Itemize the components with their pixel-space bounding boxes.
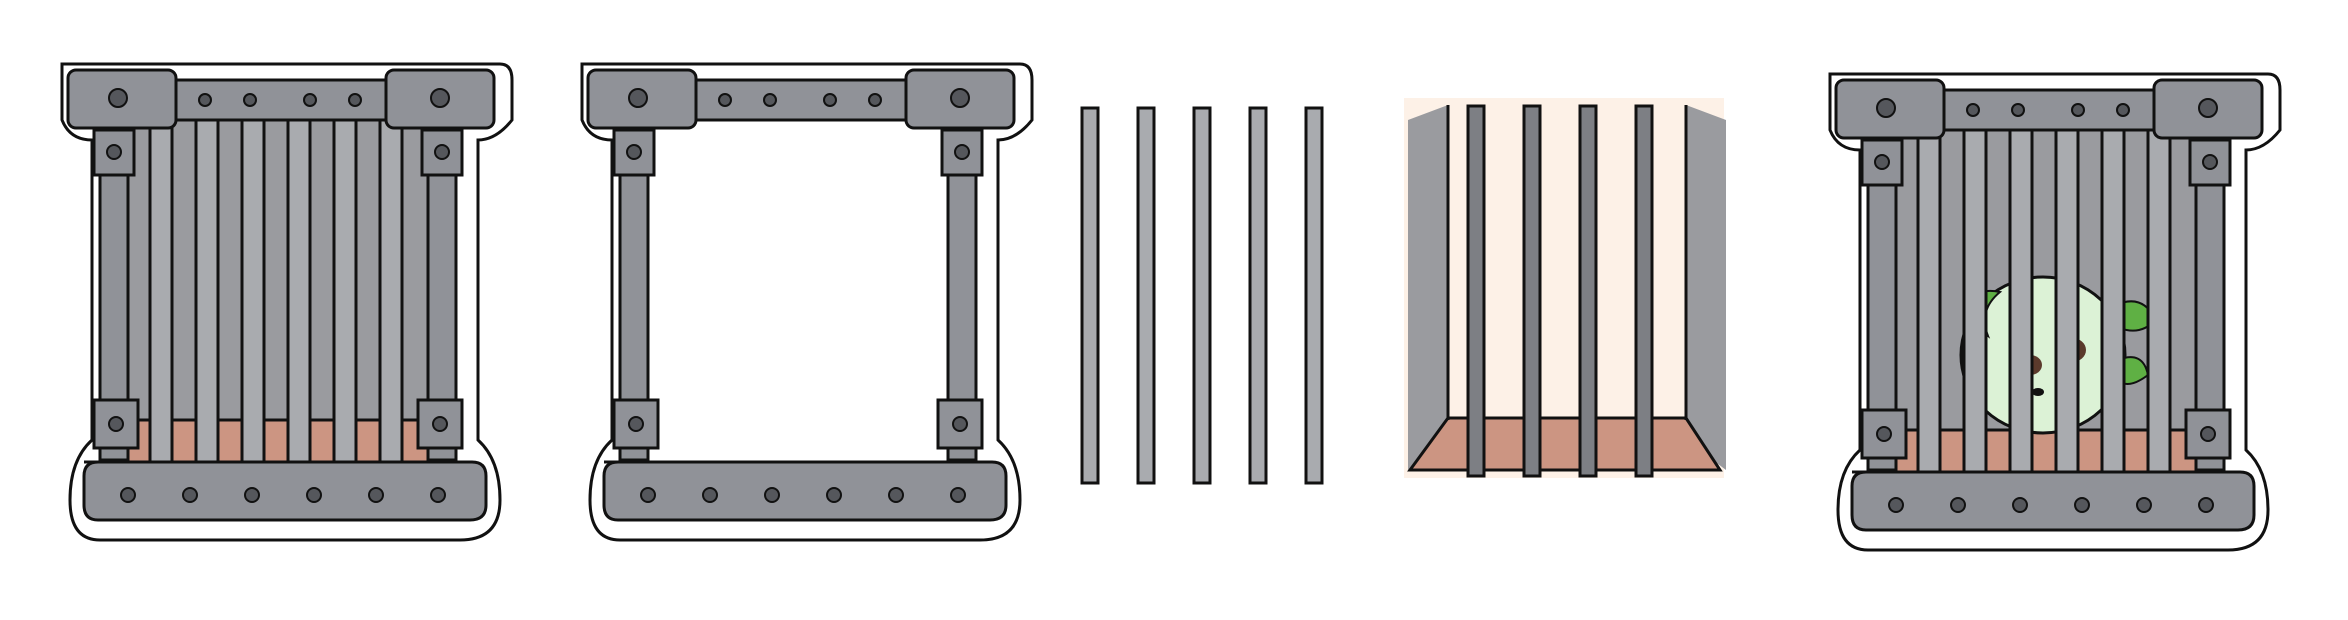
full-cage-icon xyxy=(60,62,514,542)
cage-bars-sprite[interactable]: Cage bars xyxy=(1050,0,1350,620)
cage-interior-icon xyxy=(1404,98,1726,478)
cage-frame-icon xyxy=(580,62,1034,542)
full-cage-sprite[interactable]: Full cage xyxy=(0,0,520,620)
cage-interior-sprite[interactable]: Cage interior xyxy=(1390,0,1750,620)
cage-bars-icon xyxy=(1080,106,1324,485)
cage-with-creature-icon xyxy=(1828,72,2282,552)
back-wall xyxy=(126,118,430,452)
base xyxy=(82,460,488,522)
cage-with-creature-sprite[interactable]: Cage with creature xyxy=(1768,0,2288,620)
cage-frame-sprite[interactable]: Cage frame xyxy=(520,0,1040,620)
